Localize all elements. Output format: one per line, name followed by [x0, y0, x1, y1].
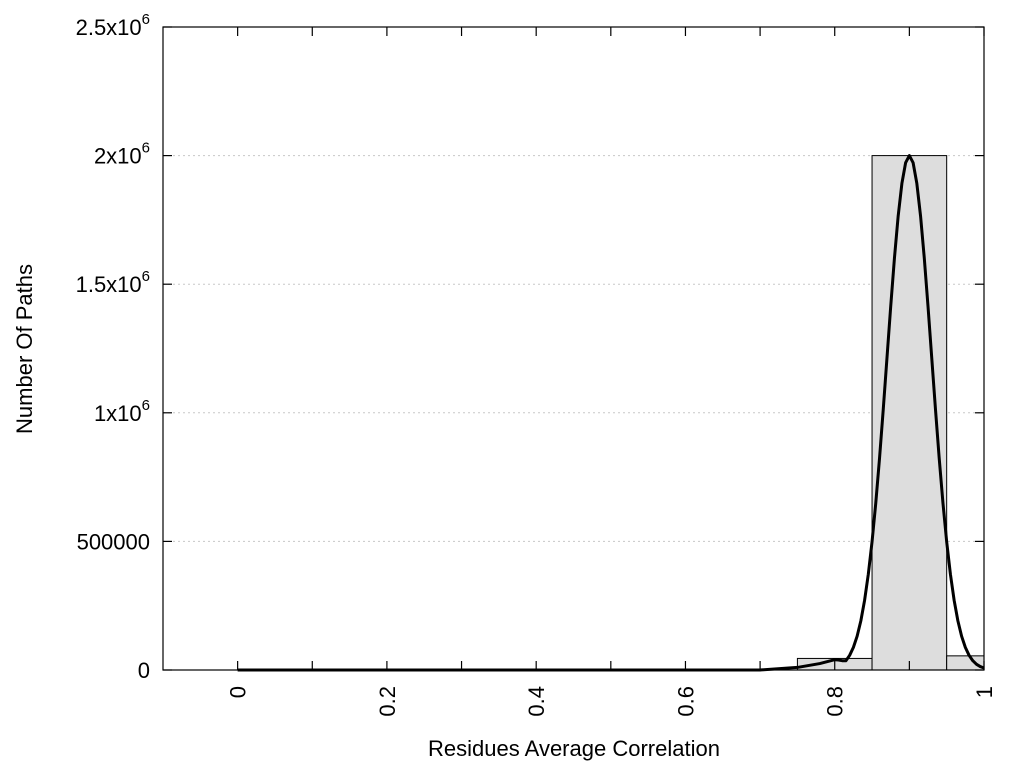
- x-tick-label: 0.8: [823, 686, 848, 717]
- x-tick-label: 0.6: [673, 686, 698, 717]
- y-axis-ticks: 0 500000 1x106 1.5x106 2x106 2.5x106: [76, 11, 984, 683]
- histogram-bar: [946, 655, 985, 671]
- x-tick-label: 0: [226, 686, 251, 698]
- y-tick-label: 2.5x106: [76, 11, 150, 40]
- fit-curve: [237, 154, 985, 672]
- x-tick-label: 0.2: [375, 686, 400, 717]
- plot-frame: [162, 26, 985, 671]
- histogram-bars: [796, 155, 985, 671]
- x-axis-title: Residues Average Correlation: [428, 736, 720, 761]
- y-tick-label: 1.5x106: [76, 268, 150, 297]
- x-tick-label: 1: [972, 686, 997, 698]
- x-axis-ticks: 0 0.2 0.4 0.6 0.8 1: [226, 27, 997, 717]
- gridlines: [163, 155, 984, 542]
- x-tick-label: 0.4: [524, 686, 549, 717]
- y-tick-label: 500000: [77, 529, 150, 554]
- y-tick-label: 1x106: [94, 397, 150, 426]
- y-axis-title: Number Of Paths: [12, 264, 37, 434]
- fit-curve-layer: [237, 154, 985, 672]
- y-tick-label: 2x106: [94, 140, 150, 169]
- y-tick-label: 0: [138, 658, 150, 683]
